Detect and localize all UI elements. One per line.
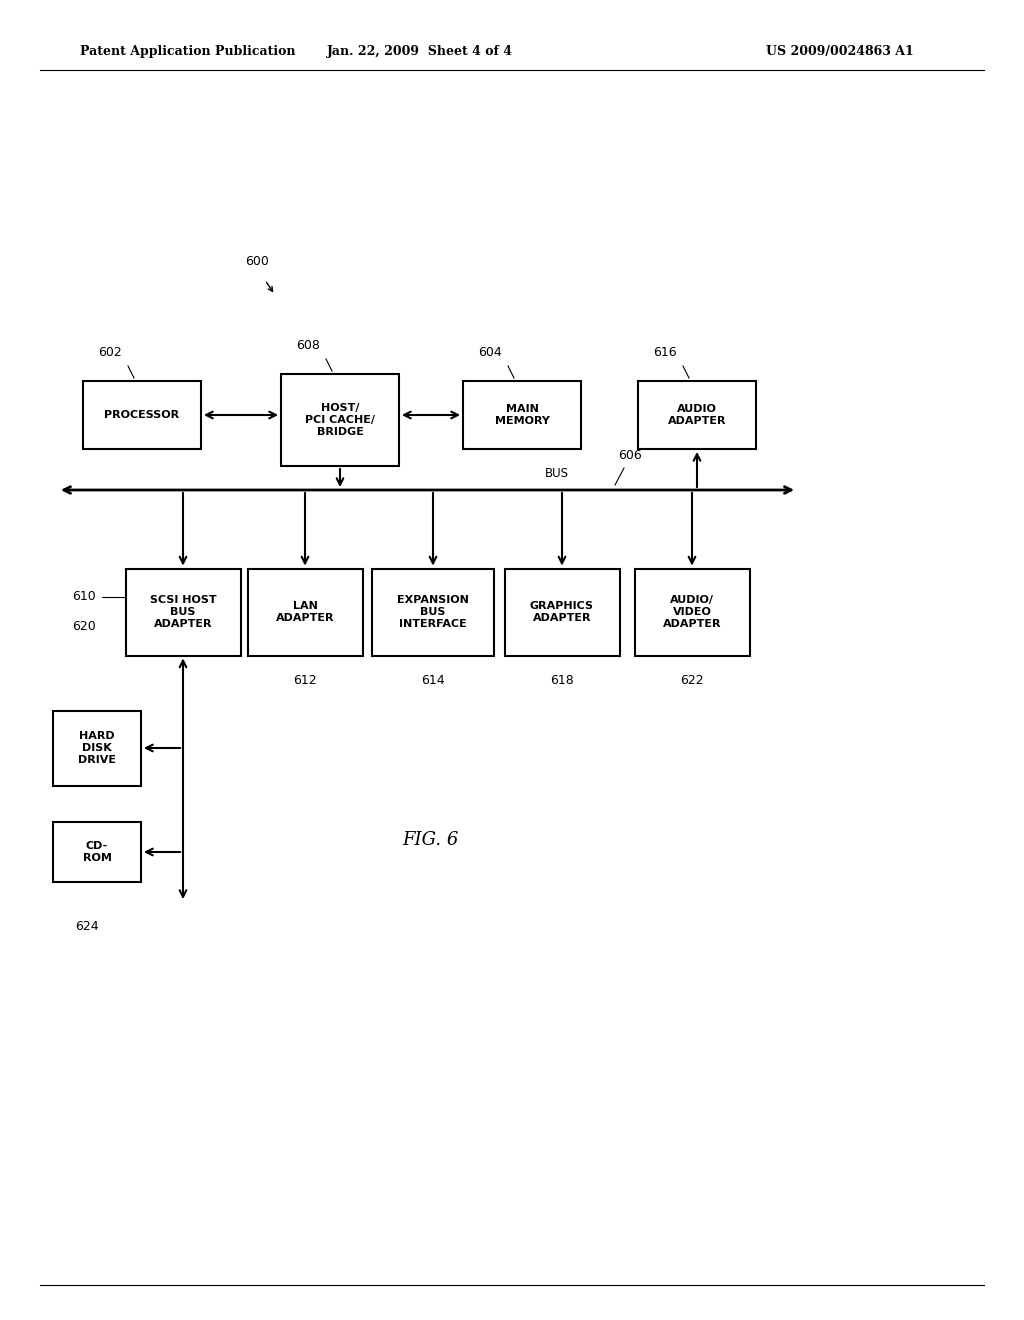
Bar — [53, 822, 141, 882]
Text: Jan. 22, 2009  Sheet 4 of 4: Jan. 22, 2009 Sheet 4 of 4 — [327, 45, 513, 58]
Text: CD-
ROM: CD- ROM — [83, 841, 112, 863]
Bar — [281, 374, 399, 466]
Text: HARD
DISK
DRIVE: HARD DISK DRIVE — [78, 730, 116, 766]
Text: PROCESSOR: PROCESSOR — [104, 411, 179, 420]
Text: SCSI HOST
BUS
ADAPTER: SCSI HOST BUS ADAPTER — [150, 594, 216, 630]
Text: HOST/
PCI CACHE/
BRIDGE: HOST/ PCI CACHE/ BRIDGE — [305, 403, 375, 437]
Text: 624: 624 — [75, 920, 98, 933]
Text: Patent Application Publication: Patent Application Publication — [80, 45, 296, 58]
Text: 606: 606 — [618, 449, 642, 462]
Bar — [53, 710, 141, 785]
Text: BUS: BUS — [545, 467, 569, 480]
Text: 604: 604 — [478, 346, 502, 359]
Bar — [635, 569, 750, 656]
Text: 620: 620 — [72, 620, 95, 634]
Text: FIG. 6: FIG. 6 — [401, 832, 458, 849]
Text: 622: 622 — [680, 673, 703, 686]
Text: 614: 614 — [421, 673, 444, 686]
Bar — [248, 569, 362, 656]
Text: 616: 616 — [653, 346, 677, 359]
Text: 608: 608 — [296, 339, 319, 352]
Bar — [505, 569, 620, 656]
Text: LAN
ADAPTER: LAN ADAPTER — [275, 601, 334, 623]
Text: GRAPHICS
ADAPTER: GRAPHICS ADAPTER — [530, 601, 594, 623]
Text: 602: 602 — [98, 346, 122, 359]
Bar — [83, 381, 201, 449]
Bar — [638, 381, 756, 449]
Text: AUDIO/
VIDEO
ADAPTER: AUDIO/ VIDEO ADAPTER — [663, 594, 721, 630]
Text: 610: 610 — [72, 590, 95, 603]
Text: US 2009/0024863 A1: US 2009/0024863 A1 — [766, 45, 913, 58]
Text: EXPANSION
BUS
INTERFACE: EXPANSION BUS INTERFACE — [397, 594, 469, 630]
Text: 612: 612 — [293, 673, 316, 686]
Bar — [126, 569, 241, 656]
Text: MAIN
MEMORY: MAIN MEMORY — [495, 404, 550, 426]
Text: AUDIO
ADAPTER: AUDIO ADAPTER — [668, 404, 726, 426]
Text: 618: 618 — [550, 673, 573, 686]
Bar — [372, 569, 494, 656]
Text: 600: 600 — [245, 255, 269, 268]
Bar — [463, 381, 581, 449]
